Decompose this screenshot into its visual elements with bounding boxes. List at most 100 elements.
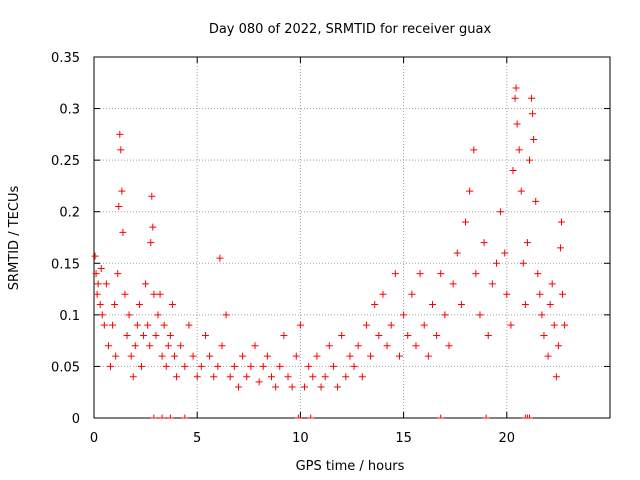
data-point xyxy=(94,280,102,288)
data-point xyxy=(416,270,424,278)
data-point xyxy=(296,321,304,329)
data-point xyxy=(457,301,465,309)
data-point xyxy=(107,362,115,370)
zero-point xyxy=(482,414,490,419)
data-point xyxy=(358,373,366,381)
data-point xyxy=(156,290,164,298)
data-point xyxy=(512,84,520,92)
data-point xyxy=(317,383,325,391)
data-point xyxy=(526,156,534,164)
data-point xyxy=(536,290,544,298)
data-point xyxy=(148,192,156,200)
data-point xyxy=(501,249,509,257)
data-point xyxy=(492,259,500,267)
y-tick-label: 0.25 xyxy=(51,154,80,169)
data-point xyxy=(497,208,505,216)
data-point xyxy=(362,321,370,329)
data-point xyxy=(557,218,565,226)
data-point xyxy=(173,373,181,381)
data-point xyxy=(546,301,554,309)
data-point xyxy=(160,321,168,329)
data-point xyxy=(152,331,160,339)
data-point xyxy=(154,311,162,319)
y-tick-label: 0.3 xyxy=(59,103,80,118)
y-tick-label: 0.15 xyxy=(51,257,80,272)
zero-point xyxy=(437,414,445,419)
data-point xyxy=(129,373,137,381)
data-point xyxy=(445,342,453,350)
data-point xyxy=(109,321,117,329)
plot-frame xyxy=(93,56,611,419)
data-point xyxy=(112,352,120,360)
x-tick-label: 15 xyxy=(395,431,412,446)
data-point xyxy=(137,362,145,370)
data-point xyxy=(259,362,267,370)
data-point xyxy=(548,280,556,288)
data-point xyxy=(216,254,224,262)
x-tick-label: 10 xyxy=(292,431,309,446)
y-tick-label: 0.1 xyxy=(59,309,80,324)
data-point xyxy=(538,311,546,319)
data-point xyxy=(472,270,480,278)
data-point xyxy=(561,321,569,329)
data-point xyxy=(197,362,205,370)
y-tick-label: 0.05 xyxy=(51,360,80,375)
data-point xyxy=(519,259,527,267)
data-point xyxy=(556,244,564,252)
data-point xyxy=(466,187,474,195)
data-point xyxy=(255,378,263,386)
data-point xyxy=(391,270,399,278)
data-point xyxy=(424,352,432,360)
data-point xyxy=(210,373,218,381)
data-point xyxy=(185,321,193,329)
data-point xyxy=(100,321,108,329)
data-point xyxy=(96,301,104,309)
data-point xyxy=(342,373,350,381)
data-point xyxy=(550,321,558,329)
data-point xyxy=(149,223,157,231)
data-point xyxy=(325,342,333,350)
data-point xyxy=(166,331,174,339)
zero-point xyxy=(294,414,302,419)
data-point xyxy=(214,362,222,370)
data-point xyxy=(102,280,110,288)
zero-point xyxy=(526,414,534,419)
data-point xyxy=(346,352,354,360)
data-point xyxy=(142,280,150,288)
data-point xyxy=(276,362,284,370)
x-tick-label: 20 xyxy=(499,431,516,446)
zero-point xyxy=(166,414,174,419)
data-point xyxy=(484,331,492,339)
data-point xyxy=(408,290,416,298)
axis-ticks: 0 5 10 15 20 0 0.05 0.1 0.15 0.2 0.25 0.3 0.35 xyxy=(51,51,610,446)
data-point xyxy=(534,270,542,278)
data-point xyxy=(177,342,185,350)
data-point xyxy=(131,342,139,350)
data-point xyxy=(509,166,517,174)
data-point xyxy=(412,342,420,350)
data-point xyxy=(476,311,484,319)
data-point xyxy=(517,187,525,195)
data-point xyxy=(528,94,536,102)
data-point xyxy=(140,331,148,339)
data-point xyxy=(123,331,131,339)
data-point xyxy=(206,352,214,360)
data-point xyxy=(280,331,288,339)
data-point xyxy=(268,373,276,381)
data-point xyxy=(532,197,540,205)
data-point xyxy=(111,301,119,309)
data-point xyxy=(449,280,457,288)
data-point xyxy=(329,362,337,370)
data-point xyxy=(503,290,511,298)
data-point xyxy=(93,290,101,298)
data-point xyxy=(168,301,176,309)
data-point xyxy=(247,362,255,370)
data-point xyxy=(181,362,189,370)
data-point xyxy=(513,120,521,128)
data-point xyxy=(441,311,449,319)
chart-title: Day 080 of 2022, SRMTID for receiver gua… xyxy=(209,22,492,37)
data-point xyxy=(292,352,300,360)
x-tick-label: 0 xyxy=(90,431,98,446)
data-point xyxy=(470,146,478,154)
